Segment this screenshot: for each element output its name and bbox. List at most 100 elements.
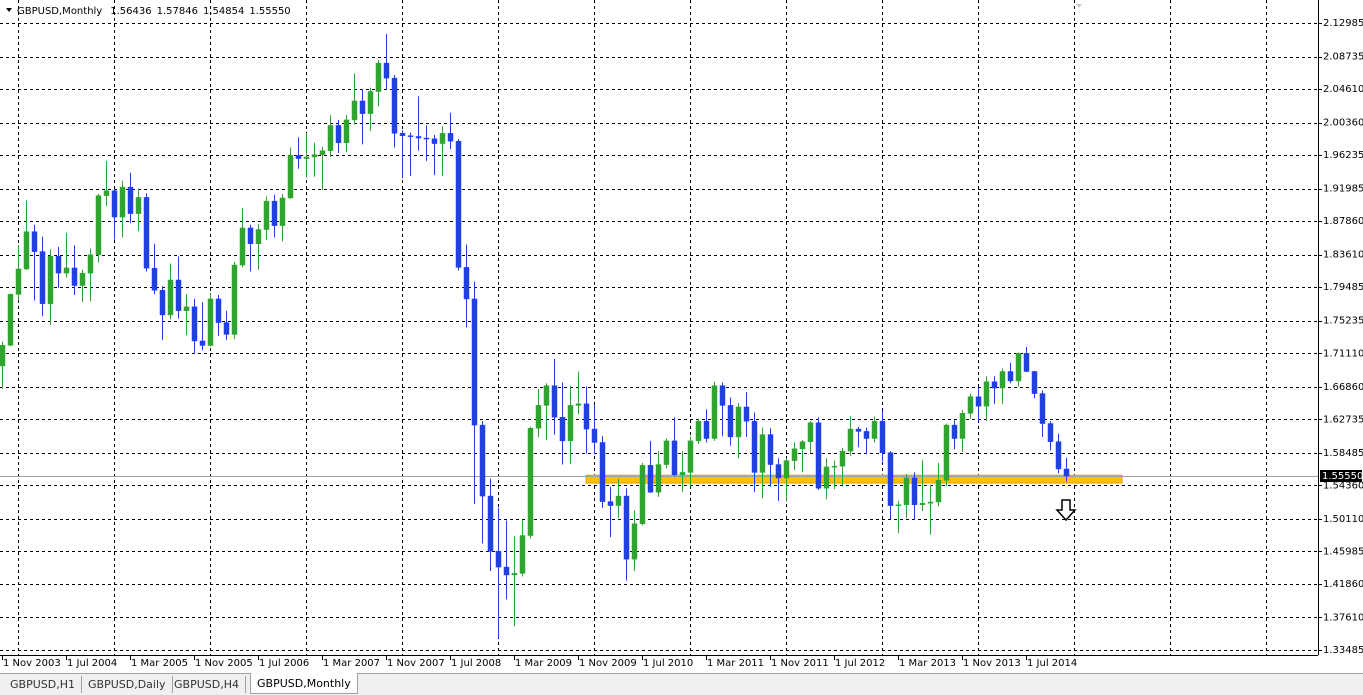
candle-body [607, 501, 614, 506]
y-tick-label: 1.66860 [1323, 382, 1363, 393]
candle-body [479, 424, 486, 497]
tab-bar: GBPUSD,H1 GBPUSD,Daily GBPUSD,H4 GBPUSD,Mon… [0, 673, 1363, 695]
candle-body [431, 138, 438, 144]
y-tick-label: 1.62735 [1323, 414, 1363, 425]
x-tick-label: 1 Jul 2008 [451, 658, 501, 669]
candle-body [535, 405, 542, 429]
y-tick-label: 1.83610 [1323, 250, 1363, 261]
candle-body [287, 155, 294, 199]
y-tick-label: 1.75235 [1323, 316, 1363, 327]
candle-body [647, 465, 654, 493]
candle-body [751, 420, 758, 473]
candle-body [359, 100, 366, 114]
candle-body [935, 480, 942, 503]
chart-tab[interactable]: GBPUSD,H4 [168, 676, 246, 693]
candle-body [423, 137, 430, 140]
y-tick-label: 1.71110 [1323, 348, 1363, 359]
candle-body [959, 413, 966, 439]
candle-body [23, 231, 30, 270]
candle-body [815, 422, 822, 489]
candle-body [407, 135, 414, 137]
candle-body [671, 440, 678, 476]
candle-body [727, 405, 734, 438]
x-tick-label: 1 Mar 2009 [515, 658, 572, 669]
candle-body [503, 566, 510, 576]
menu-triangle[interactable] [6, 8, 12, 12]
chart-tab[interactable]: GBPUSD,Monthly [250, 673, 358, 694]
candle-body [391, 77, 398, 134]
candle-body [807, 422, 814, 442]
x-tick-label: 1 Jul 2006 [259, 658, 309, 669]
candle-body [71, 267, 78, 286]
candle-body [95, 195, 102, 256]
candle-body [231, 264, 238, 335]
candle-body [863, 431, 870, 439]
y-tick-label: 1.50110 [1323, 514, 1363, 525]
chart-tab[interactable]: GBPUSD,H1 [4, 676, 82, 693]
candle-body [831, 465, 838, 468]
candle-body [743, 406, 750, 422]
candle-body [199, 340, 206, 346]
chart-tab[interactable]: GBPUSD,Daily [82, 676, 173, 693]
candle-body [567, 405, 574, 442]
ohlc-label: 1.55550 [249, 6, 290, 17]
candle-body [239, 227, 246, 266]
candle-body [775, 464, 782, 479]
support-zone [585, 474, 1123, 484]
candle-body [879, 420, 886, 453]
ohlc-label: 1.54854 [203, 6, 244, 17]
candle-body [335, 125, 342, 144]
candle-body [823, 466, 830, 489]
x-tick-label: 1 Mar 2007 [323, 658, 380, 669]
candle-body [615, 495, 622, 506]
candle-body [695, 420, 702, 442]
y-tick-label: 1.96235 [1323, 150, 1363, 161]
chart: GBPUSD,Monthly 1.56436 1.57846 1.54854 1.555… [0, 0, 1363, 669]
candle-body [135, 197, 142, 214]
x-tick-label: 1 Mar 2005 [131, 658, 188, 669]
arrow-annotation [1055, 499, 1077, 522]
candle-body [79, 272, 86, 286]
candle-body [783, 460, 790, 479]
candle-body [183, 306, 190, 312]
candle-body [15, 268, 22, 295]
candle-body [383, 62, 390, 79]
candle-body [255, 229, 262, 244]
candle-body [303, 156, 310, 159]
candle-body [919, 502, 926, 506]
candle-body [31, 231, 38, 252]
candle-body [847, 428, 854, 452]
y-tick-label: 1.41860 [1323, 579, 1363, 590]
symbol: GBPUSD,Monthly [17, 6, 102, 17]
candle-body [871, 420, 878, 439]
candle-body [791, 448, 798, 461]
candle-body [735, 406, 742, 438]
candle-body [1031, 371, 1038, 394]
y-tick-label: 1.91985 [1323, 184, 1363, 195]
x-tick-label: 1 Nov 2005 [195, 658, 253, 669]
candle-body [263, 200, 270, 230]
candle-body [767, 434, 774, 465]
candle-body [719, 385, 726, 406]
chart-header: GBPUSD,Monthly 1.56436 1.57846 1.54854 1.555… [17, 6, 291, 17]
candle-body [63, 267, 70, 274]
x-tick-label: 1 Nov 2013 [963, 658, 1021, 669]
y-tick-label: 1.87860 [1323, 216, 1363, 227]
candle-body [167, 279, 174, 316]
y-tick-label: 1.58485 [1323, 448, 1363, 459]
candle-body [983, 381, 990, 407]
y-tick-label: 1.54360 [1323, 480, 1363, 491]
current-price-label: 1.55550 [1322, 471, 1363, 482]
candle-body [47, 256, 54, 304]
x-tick-label: 1 Jul 2012 [835, 658, 885, 669]
candle-body [887, 452, 894, 506]
candle-body [39, 251, 46, 304]
candle-body [143, 197, 150, 269]
candle-body [639, 465, 646, 524]
candle-body [415, 136, 422, 139]
candle-body [375, 62, 382, 92]
x-tick-label: 1 Nov 2003 [3, 658, 61, 669]
candle-body [575, 403, 582, 406]
x-tick-label: 1 Jul 2004 [67, 658, 117, 669]
current-price-box [1320, 469, 1362, 482]
